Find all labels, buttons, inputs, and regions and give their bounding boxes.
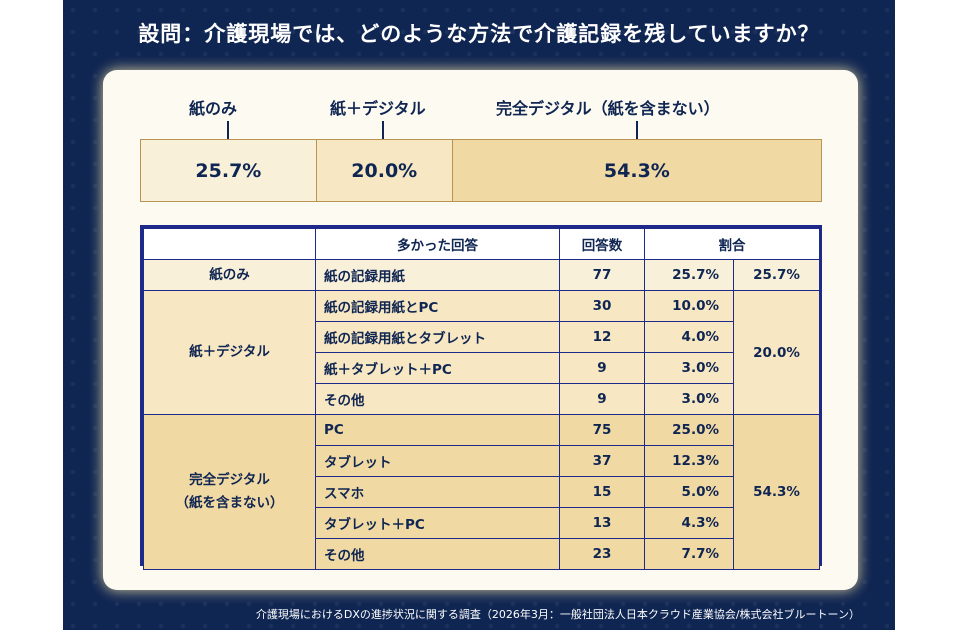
count-cell: 9	[559, 383, 645, 415]
category-line: （紙を含まない）	[175, 495, 284, 511]
segment-label-full-digital: 完全デジタル（紙を含まない）	[496, 99, 720, 118]
table-row: 紙の記録用紙とタブレット 12 4.0%	[144, 321, 820, 353]
count-cell: 75	[559, 414, 645, 446]
count-cell: 30	[559, 290, 645, 322]
header-count: 回答数	[559, 228, 645, 260]
source-caption: 介護現場におけるDXの進捗状況に関する調査（2026年3月：一般社団法人日本クラ…	[255, 608, 860, 621]
bar-segment-paper-digital: 20.0%	[315, 140, 452, 201]
header-answer: 多かった回答	[315, 228, 560, 260]
percent-cell: 10.0%	[644, 290, 734, 322]
percent-cell: 25.7%	[644, 259, 734, 291]
segment-label-paper-only: 紙のみ	[189, 99, 238, 118]
table-row: タブレット＋PC 13 4.3%	[144, 507, 820, 539]
count-cell: 13	[559, 507, 645, 539]
bar-value-label: 25.7%	[195, 159, 262, 182]
category-cell-full-digital: 完全デジタル （紙を含まない）	[143, 414, 316, 570]
category-line: 完全デジタル	[189, 472, 270, 489]
table-row: スマホ 15 5.0%	[144, 476, 820, 508]
bar-segment-paper-only: 25.7%	[141, 140, 316, 201]
survey-question-title: 設問：介護現場では、どのような方法で介護記録を残していますか？	[138, 22, 820, 46]
answer-cell: その他	[315, 538, 560, 570]
table-row: 紙＋デジタル 紙の記録用紙とPC 30 10.0% 20.0%	[143, 290, 820, 415]
count-cell: 9	[559, 352, 645, 384]
table-row: その他 23 7.7%	[144, 538, 820, 570]
group-total-cell: 20.0%	[733, 290, 820, 415]
table-row: 完全デジタル （紙を含まない） PC 75 25.0% 54.3%	[143, 414, 820, 570]
count-cell: 23	[559, 538, 645, 570]
answer-cell: その他	[315, 383, 560, 415]
answer-cell: 紙の記録用紙	[315, 259, 560, 291]
percent-cell: 3.0%	[644, 383, 734, 415]
segment-label-paper-digital: 紙＋デジタル	[330, 99, 426, 118]
count-cell: 12	[559, 321, 645, 353]
count-cell: 37	[559, 445, 645, 477]
count-cell: 77	[559, 259, 645, 291]
table-header-row: 多かった回答 回答数 割合	[143, 228, 820, 260]
segment-tick	[226, 121, 229, 139]
category-cell-paper-only: 紙のみ	[143, 259, 316, 291]
percent-cell: 5.0%	[644, 476, 734, 508]
answer-cell: PC	[315, 414, 560, 446]
table-row: 紙＋タブレット＋PC 9 3.0%	[144, 352, 820, 384]
count-cell: 15	[559, 476, 645, 508]
answer-cell: 紙の記録用紙とタブレット	[315, 321, 560, 353]
group-total-cell: 25.7%	[733, 259, 820, 291]
segment-tick	[635, 121, 638, 139]
segment-tick	[382, 121, 385, 139]
header-category	[143, 228, 316, 260]
percent-cell: 3.0%	[644, 352, 734, 384]
table-row: 紙のみ 紙の記録用紙 77 25.7% 25.7%	[143, 259, 820, 291]
answer-cell: スマホ	[315, 476, 560, 508]
percent-cell: 7.7%	[644, 538, 734, 570]
bar-value-label: 54.3%	[603, 159, 670, 182]
percent-cell: 25.0%	[644, 414, 734, 446]
percent-cell: 12.3%	[644, 445, 734, 477]
answer-cell: 紙の記録用紙とPC	[315, 290, 560, 322]
header-ratio: 割合	[644, 228, 820, 260]
table-row: タブレット 37 12.3%	[144, 445, 820, 477]
answer-cell: タブレット＋PC	[315, 507, 560, 539]
answer-cell: タブレット	[315, 445, 560, 477]
breakdown-table: 多かった回答 回答数 割合 紙のみ 紙の記録用紙 77 25.7% 25.7% …	[140, 225, 822, 570]
category-cell-paper-digital: 紙＋デジタル	[143, 290, 316, 415]
answer-cell: 紙＋タブレット＋PC	[315, 352, 560, 384]
bar-segment-full-digital: 54.3%	[451, 140, 822, 201]
percent-cell: 4.3%	[644, 507, 734, 539]
stacked-percentage-bar: 25.7% 20.0% 54.3%	[140, 139, 822, 202]
bar-value-label: 20.0%	[351, 159, 418, 182]
group-total-cell: 54.3%	[733, 414, 820, 570]
percent-cell: 4.0%	[644, 321, 734, 353]
